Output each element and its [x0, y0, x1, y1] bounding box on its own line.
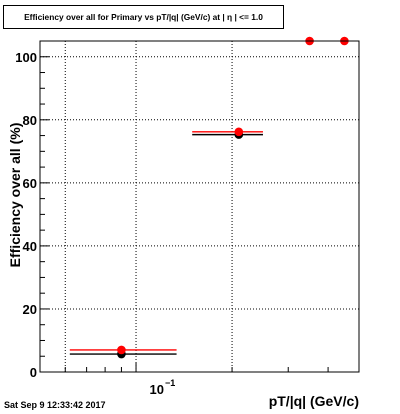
plot-frame [39, 40, 360, 373]
marks-layer [69, 36, 349, 359]
series-0-point-1 [234, 127, 244, 137]
chart-title-box: Efficiency over all for Primary vs pT/|q… [3, 5, 284, 29]
grid-layer [40, 41, 359, 372]
plot-frame-bg [40, 41, 359, 372]
chart-title: Efficiency over all for Primary vs pT/|q… [24, 12, 263, 22]
y-tick-label-60: 60 [23, 176, 37, 191]
x-tick-label-base: 10 [150, 382, 164, 397]
y-tick-label-0: 0 [30, 365, 37, 380]
series-0-point-0 [117, 345, 126, 355]
tick-label-layer: 0 20 40 60 80 100 [15, 50, 37, 380]
y-tick-label-80: 80 [23, 113, 37, 128]
y-axis-label: Efficiency over all (%) [7, 123, 23, 268]
y-tick-label-40: 40 [23, 239, 37, 254]
timestamp-footer: Sat Sep 9 12:33:42 2017 [4, 400, 106, 410]
x-tick-label-exponent: −1 [165, 378, 175, 388]
x-axis-label: pT/|q| (GeV/c) [269, 393, 359, 409]
y-tick-label-20: 20 [23, 302, 37, 317]
y-tick-label-100: 100 [15, 50, 37, 65]
